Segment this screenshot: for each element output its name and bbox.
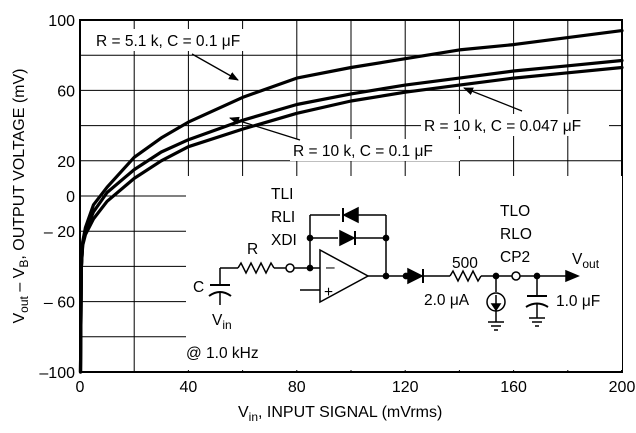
op-amp xyxy=(319,248,370,304)
svg-text:Vin, INPUT SIGNAL (mVrms): Vin, INPUT SIGNAL (mVrms) xyxy=(238,404,442,424)
freq-label: @ 1.0 kHz xyxy=(186,345,259,362)
x-axis-title: Vin, INPUT SIGNAL (mVrms) xyxy=(238,404,442,424)
svg-text:Vout – VB, OUTPUT VOLTAGE (mV): Vout – VB, OUTPUT VOLTAGE (mV) xyxy=(11,69,31,324)
vout-label: Vout xyxy=(572,251,600,271)
annotation-1-box xyxy=(94,29,264,51)
diode-top xyxy=(342,206,359,224)
x-tick-label: 120 xyxy=(392,379,419,396)
current-label: 2.0 μA xyxy=(424,292,470,309)
diode-mid xyxy=(339,229,356,247)
x-tick-label: 80 xyxy=(288,379,306,396)
pin-node xyxy=(285,263,295,273)
cap-out-label: 1.0 μF xyxy=(556,293,600,310)
op-amp-minus: – xyxy=(326,259,335,276)
c-label: C xyxy=(193,279,204,296)
vout-arrow-head xyxy=(565,269,580,283)
annotation-1-text: R = 5.1 k, C = 0.1 μF xyxy=(96,33,240,50)
y-tick-label: 100 xyxy=(48,13,75,30)
series-line-3 xyxy=(78,65,624,374)
diode-out xyxy=(407,267,424,285)
series-group xyxy=(78,29,624,374)
vin-label: Vin xyxy=(212,312,232,332)
node-fb-1 xyxy=(306,264,314,272)
out-pin-rlo: RLO xyxy=(500,226,532,243)
y-title-minus: – V xyxy=(11,267,28,296)
x-tick-label: 0 xyxy=(76,379,85,396)
annotation-1: R = 5.1 k, C = 0.1 μF xyxy=(94,29,264,81)
vin-sub: in xyxy=(222,318,231,332)
y-tick-label: 20 xyxy=(57,154,75,171)
schematic-labels: TLI RLI XDI R C Vin @ 1.0 kHz – + 500 TL… xyxy=(186,186,600,362)
x-tick-label: 40 xyxy=(180,379,198,396)
annotation-2: R = 10 k, C = 0.047 μF xyxy=(421,87,609,136)
schematic-backdrop xyxy=(186,176,622,370)
annotation-1-arrow xyxy=(191,53,239,81)
vout-sub: out xyxy=(582,257,599,271)
r500-label: 500 xyxy=(452,255,478,272)
node-fb-2 xyxy=(306,234,314,242)
out-pin-tlo: TLO xyxy=(500,203,530,220)
x-axis-title-rest: , INPUT SIGNAL (mVrms) xyxy=(258,404,442,421)
circuit-schematic xyxy=(208,206,580,331)
annotation-2-arrow xyxy=(463,87,523,112)
x-axis-title-sub: in xyxy=(249,410,258,424)
y-title-v1: V xyxy=(11,312,28,323)
r-label: R xyxy=(247,241,258,258)
pin-label-rli: RLI xyxy=(271,209,295,226)
pin-label-xdi: XDI xyxy=(271,232,297,249)
pin-out-node xyxy=(511,271,521,281)
annotation-2-text: R = 10 k, C = 0.047 μF xyxy=(424,118,581,135)
resistor-r xyxy=(237,261,275,275)
resistor-500 xyxy=(449,269,482,283)
out-pin-cp2: CP2 xyxy=(500,249,530,266)
y-tick-label: 60 xyxy=(57,83,75,100)
y-tick-label: –100 xyxy=(39,365,75,382)
annotation-3-arrow xyxy=(229,116,301,141)
pin-label-tli: TLI xyxy=(271,186,293,203)
op-amp-plus: + xyxy=(324,284,333,301)
x-axis-title-v: V xyxy=(238,404,249,421)
x-tick-label: 160 xyxy=(500,379,527,396)
y-tick-label: – 20 xyxy=(44,224,75,241)
node-fb-3 xyxy=(382,234,390,242)
annotation-3-text: R = 10 k, C = 0.1 μF xyxy=(293,143,433,160)
y-title-rest: , OUTPUT VOLTAGE (mV) xyxy=(11,69,28,260)
y-title-s2: B xyxy=(17,260,31,268)
vout-main: V xyxy=(572,251,583,268)
cs-arrow-head xyxy=(490,303,502,312)
vin-main: V xyxy=(212,312,223,329)
y-axis-title: Vout – VB, OUTPUT VOLTAGE (mV) xyxy=(11,69,31,324)
x-tick-label: 200 xyxy=(609,379,636,396)
annotation-3: R = 10 k, C = 0.1 μF xyxy=(229,116,460,161)
y-tick-label: – 60 xyxy=(44,295,75,312)
y-tick-label: 0 xyxy=(66,189,75,206)
y-title-s1: out xyxy=(17,295,31,312)
annotation-2-box xyxy=(421,114,609,136)
annotation-3-box xyxy=(290,139,460,161)
